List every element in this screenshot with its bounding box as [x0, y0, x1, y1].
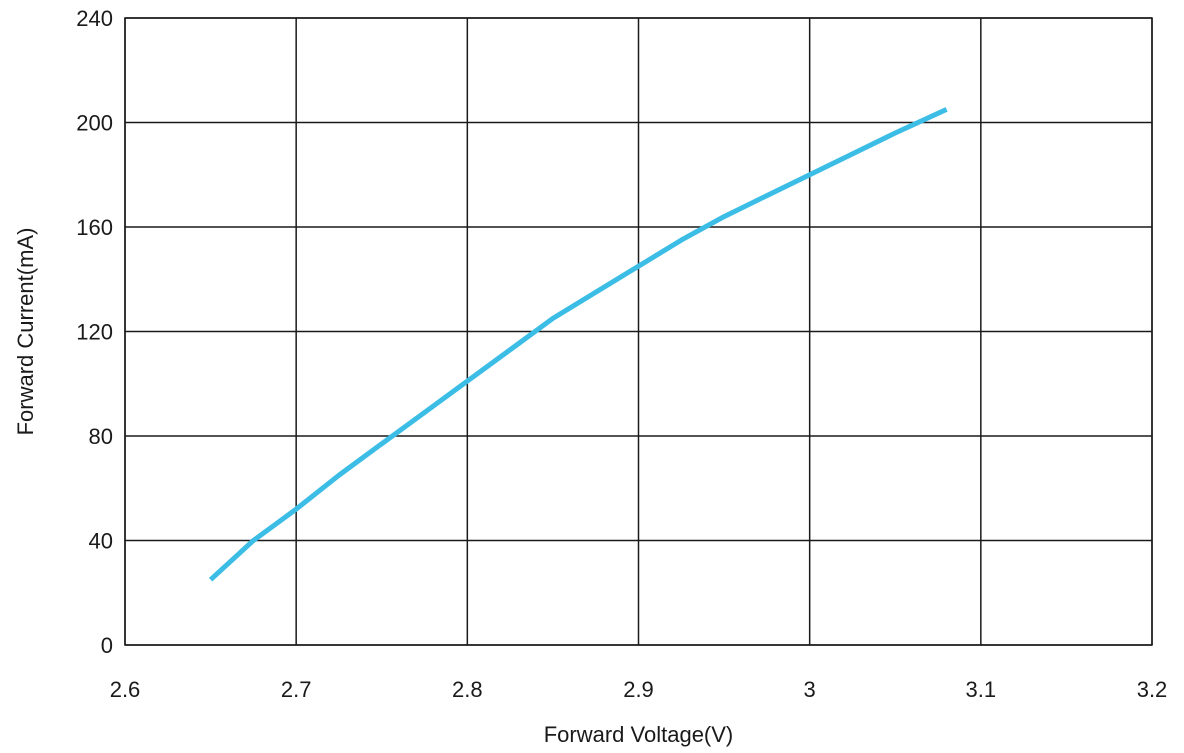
y-tick-labels: 0 40 80 120 160 200 240 — [76, 6, 113, 658]
x-tick-label: 2.9 — [623, 677, 654, 702]
y-tick-label: 80 — [89, 424, 113, 449]
x-tick-label: 2.8 — [452, 677, 483, 702]
y-tick-label: 40 — [89, 529, 113, 554]
x-tick-label: 2.7 — [281, 677, 312, 702]
y-tick-label: 240 — [76, 6, 113, 31]
x-tick-label: 3 — [804, 677, 816, 702]
y-tick-label: 0 — [101, 633, 113, 658]
x-tick-labels: 2.6 2.7 2.8 2.9 3 3.1 3.2 — [110, 677, 1168, 702]
x-tick-label: 3.1 — [966, 677, 997, 702]
y-tick-label: 120 — [76, 320, 113, 345]
x-tick-label: 3.2 — [1137, 677, 1168, 702]
y-tick-label: 200 — [76, 111, 113, 136]
series-line — [208, 107, 948, 582]
y-tick-label: 160 — [76, 215, 113, 240]
series-layer — [208, 107, 948, 582]
x-axis-title: Forward Voltage(V) — [544, 722, 734, 747]
y-axis-title: Forward Current(mA) — [13, 228, 38, 436]
plot-border — [124, 17, 1153, 646]
x-tick-label: 2.6 — [110, 677, 141, 702]
